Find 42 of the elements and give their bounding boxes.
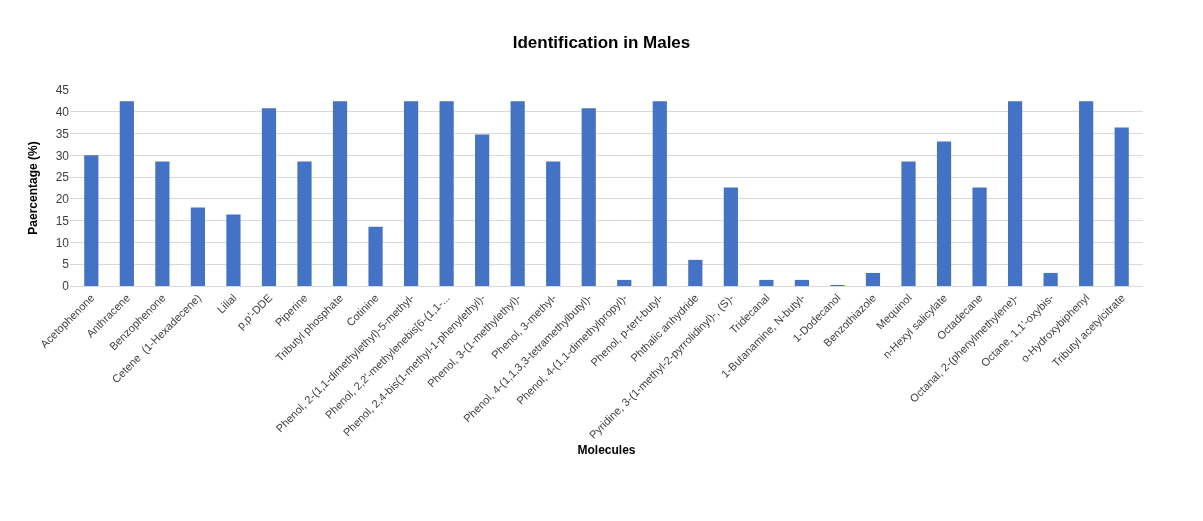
bar <box>119 101 134 286</box>
bar <box>972 187 987 286</box>
bar <box>226 214 241 286</box>
bar <box>332 101 348 286</box>
bar <box>297 161 312 286</box>
y-tick-label: 5 <box>62 257 70 272</box>
chart-title: Identification in Males <box>512 33 691 53</box>
y-tick-label: 20 <box>55 192 70 207</box>
bar <box>936 141 952 286</box>
bar <box>368 226 383 286</box>
bar <box>617 279 632 286</box>
bar <box>865 272 881 286</box>
bar <box>759 279 774 286</box>
bar <box>1079 101 1094 286</box>
bar <box>510 101 525 286</box>
bar <box>1043 272 1058 286</box>
y-tick-label: 30 <box>55 148 70 163</box>
y-tick-label: 25 <box>55 170 70 185</box>
bar <box>688 259 703 286</box>
bar <box>475 134 490 286</box>
y-tick-label: 0 <box>62 279 70 294</box>
y-tick-label: 40 <box>55 104 70 119</box>
bar <box>546 161 561 286</box>
bar <box>84 155 99 286</box>
bar <box>155 161 170 286</box>
bar <box>901 161 916 286</box>
bar <box>1114 127 1129 286</box>
bar <box>261 108 277 286</box>
bar <box>652 101 667 286</box>
y-tick-label: 10 <box>55 235 70 250</box>
y-tick-label: 35 <box>55 126 70 141</box>
y-axis-title: Paercentage (%) <box>25 141 40 235</box>
bar <box>794 279 810 286</box>
bar <box>439 101 454 286</box>
bar <box>723 187 738 286</box>
y-tick-label: 45 <box>55 83 70 98</box>
bar <box>190 207 206 286</box>
bar <box>581 108 596 286</box>
bar <box>1007 101 1023 286</box>
y-tick-label: 15 <box>55 213 70 228</box>
x-axis-title: Molecules <box>577 442 636 457</box>
bar <box>403 101 419 286</box>
